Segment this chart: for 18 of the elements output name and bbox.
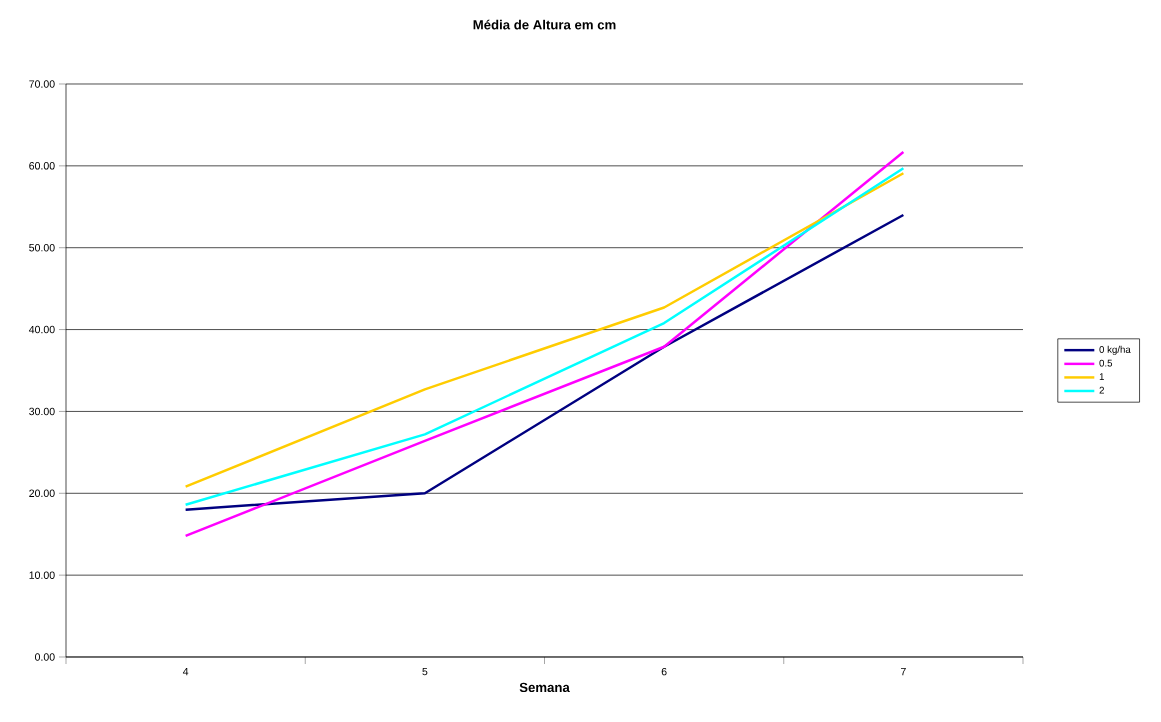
chart-title: Média de Altura em cm xyxy=(473,19,616,30)
y-tick-label: 20.00 xyxy=(29,489,55,498)
legend-label: 0 kg/ha xyxy=(1099,345,1131,355)
x-tick-label: 6 xyxy=(661,667,667,676)
x-tick-label: 5 xyxy=(422,667,428,676)
y-tick-label: 50.00 xyxy=(29,243,55,252)
y-tick-label: 70.00 xyxy=(29,80,55,88)
y-tick-label: 30.00 xyxy=(29,407,55,416)
legend-label: 1 xyxy=(1099,373,1104,380)
y-tick-label: 60.00 xyxy=(29,162,55,170)
y-tick-label: 0.00 xyxy=(34,653,55,661)
x-tick-label: 4 xyxy=(182,667,189,676)
legend-label: 0.5 xyxy=(1099,359,1113,367)
legend-label: 2 xyxy=(1099,386,1104,394)
y-tick-label: 10.00 xyxy=(29,571,55,579)
x-axis-title: Semana xyxy=(519,682,570,693)
x-tick-label: 7 xyxy=(901,667,906,676)
y-tick-label: 40.00 xyxy=(28,325,55,334)
